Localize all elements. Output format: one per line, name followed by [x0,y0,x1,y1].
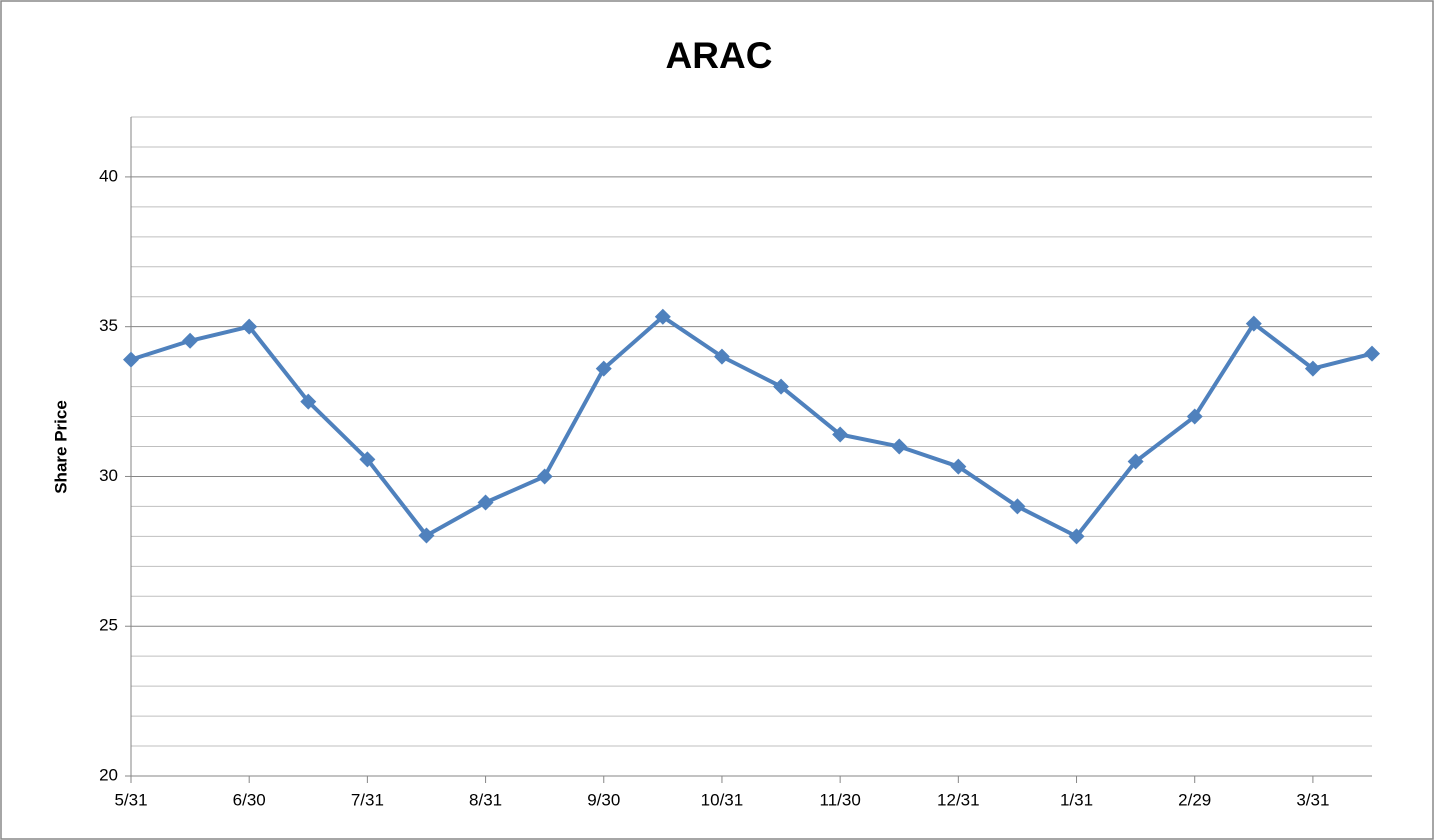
marker [950,458,967,475]
marker [832,426,849,443]
x-tick-label: 6/30 [233,790,266,809]
y-tick-label: 35 [99,316,118,335]
marker [1304,360,1321,377]
marker [241,318,258,335]
x-tick-label: 8/31 [469,790,502,809]
marker [1364,345,1380,362]
marker [536,468,553,485]
x-tick-label: 10/31 [701,790,744,809]
marker [300,393,317,410]
y-tick-label: 25 [99,616,118,635]
marker [1127,453,1144,470]
x-tick-label: 2/29 [1178,790,1211,809]
y-axis-label: Share Price [51,400,70,494]
marker [1245,315,1262,332]
marker [123,351,139,368]
marker [654,308,671,325]
y-tick-label: 40 [99,166,118,185]
marker [477,494,494,511]
series-line [130,314,1373,539]
marker [595,360,612,377]
x-tick-label: 12/31 [937,790,980,809]
marker [182,332,199,349]
marker [773,378,790,395]
x-tick-label: 3/31 [1296,790,1329,809]
marker [891,438,908,455]
x-tick-label: 1/31 [1060,790,1093,809]
marker [1186,408,1203,425]
marker [1009,498,1026,515]
marker [418,527,435,544]
y-tick-label: 30 [99,466,118,485]
chart-title: ARAC [666,35,773,76]
x-tick-label: 5/31 [114,790,147,809]
marker [1068,528,1085,545]
y-tick-label: 20 [99,765,118,784]
marker [359,451,376,468]
marker [713,348,730,365]
x-tick-label: 11/30 [820,790,861,809]
x-tick-label: 9/30 [587,790,620,809]
x-tick-label: 7/31 [351,790,384,809]
